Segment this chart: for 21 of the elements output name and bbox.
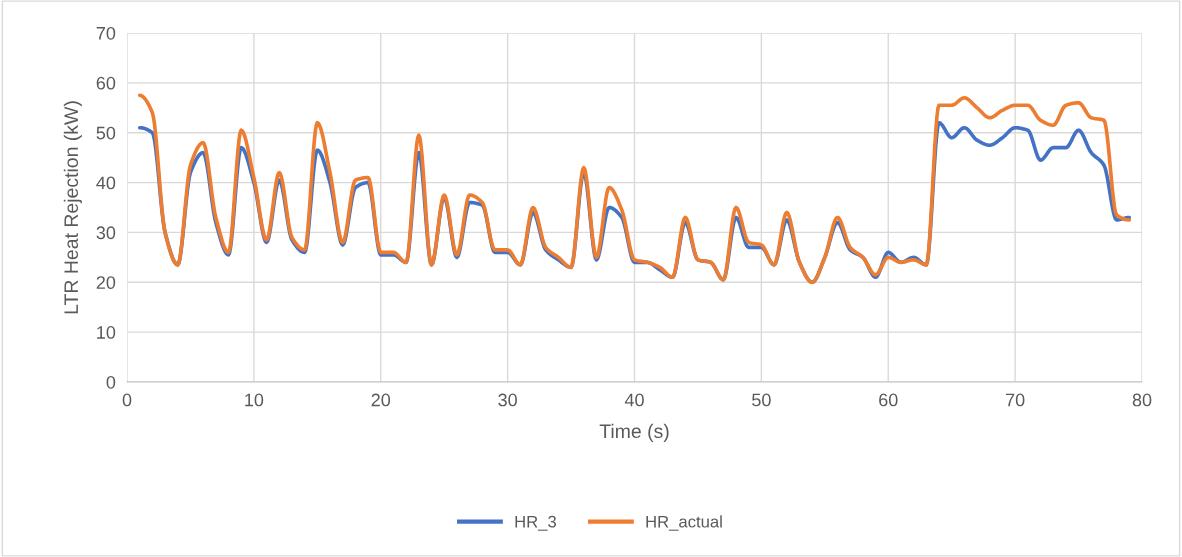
x-tick-label: 30	[498, 393, 517, 407]
x-tick-label: 80	[1132, 393, 1152, 407]
x-tick-label: 20	[371, 393, 391, 407]
x-axis-title: Time (s)	[599, 423, 669, 442]
y-tick-label: 40	[96, 176, 116, 190]
x-tick-label: 60	[879, 393, 898, 407]
legend-label: HR_actual	[646, 515, 722, 531]
y-tick-label: 10	[97, 326, 116, 339]
y-tick-label: 60	[96, 76, 116, 90]
y-tick-label: 70	[96, 26, 116, 40]
x-tick-label: 40	[624, 393, 644, 407]
x-tick-label: 10	[245, 393, 264, 407]
y-tick-label: 20	[96, 276, 116, 290]
y-axis-title: LTR Heat Rejection (kW)	[63, 101, 82, 314]
x-tick-label: 70	[1006, 393, 1025, 407]
x-tick-label: 50	[752, 393, 771, 407]
legend-label: HR_3	[515, 515, 556, 531]
y-tick-label: 30	[96, 226, 116, 240]
x-tick-label: 0	[122, 393, 132, 407]
y-tick-label: 0	[106, 375, 116, 389]
y-tick-label: 50	[96, 126, 116, 140]
